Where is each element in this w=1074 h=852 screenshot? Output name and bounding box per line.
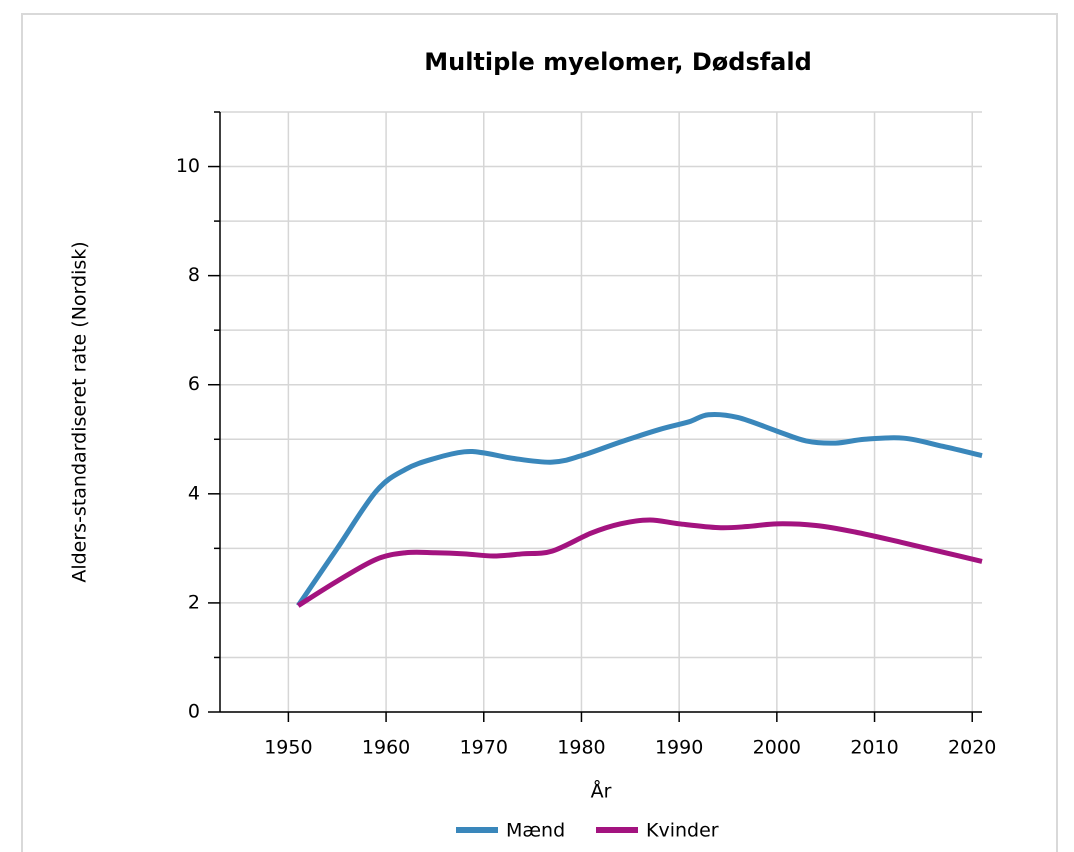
y-tick-label: 2	[188, 591, 200, 613]
y-tick-label: 0	[188, 701, 200, 723]
x-tick-label: 2010	[850, 737, 898, 759]
y-tick-label: 8	[188, 264, 200, 286]
x-tick-label: 1980	[557, 737, 605, 759]
x-tick-label: 1990	[655, 737, 703, 759]
y-axis-label: Alders-standardiseret rate (Nordisk)	[69, 241, 91, 582]
line-series	[296, 411, 983, 608]
x-tick-label: 2000	[753, 737, 801, 759]
x-tick-label: 2020	[948, 737, 996, 759]
legend-label: Kvinder	[646, 820, 719, 842]
x-tick-label: 1960	[362, 737, 410, 759]
x-tick-label: 1950	[264, 737, 312, 759]
line-series	[296, 517, 983, 608]
y-tick-label: 6	[188, 373, 200, 395]
frame	[21, 13, 1058, 852]
y-tick-label: 10	[176, 155, 200, 177]
legend-label: Mænd	[506, 820, 565, 842]
y-tick-label: 4	[188, 482, 200, 504]
chart-title: Multiple myelomer, Dødsfald	[424, 48, 812, 76]
x-axis-label: År	[591, 780, 612, 803]
x-tick-label: 1970	[460, 737, 508, 759]
